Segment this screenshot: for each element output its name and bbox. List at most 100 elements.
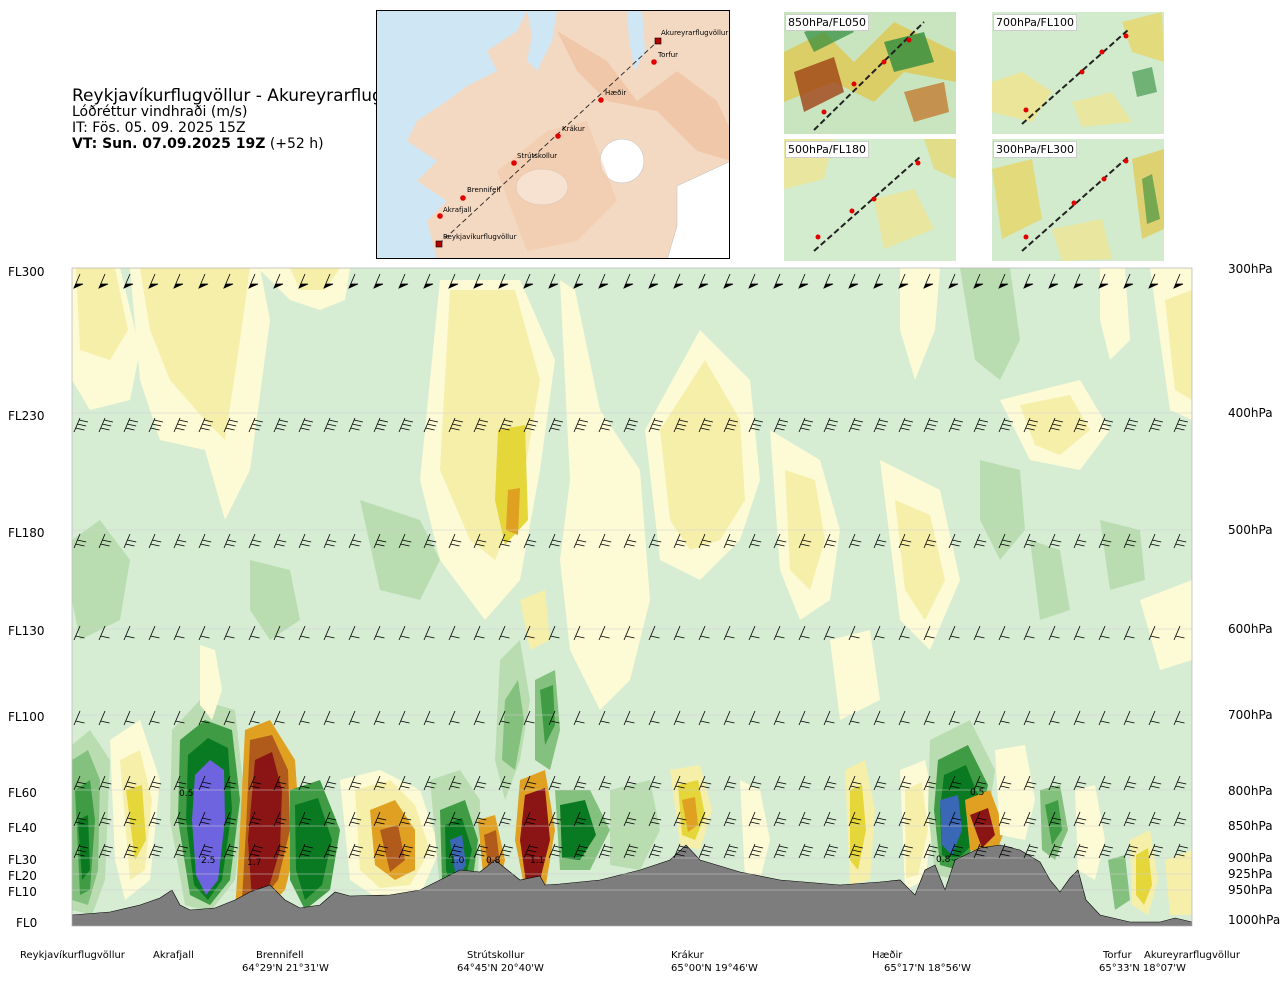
wind-barb — [73, 417, 88, 433]
wind-barb — [698, 625, 710, 641]
wind-barb — [1023, 710, 1035, 726]
waypoint-label: Krákur — [671, 950, 704, 961]
wind-barb — [998, 843, 1013, 859]
level-gridlines — [72, 412, 1192, 891]
wind-barb — [973, 811, 987, 827]
wind-barb — [773, 417, 788, 433]
wind-barb — [373, 417, 388, 433]
wind-barb — [323, 273, 334, 289]
wind-barb — [673, 533, 687, 549]
wind-barb — [98, 625, 110, 641]
wind-barb — [1048, 710, 1060, 726]
wind-barb — [348, 775, 362, 791]
wind-barb — [923, 625, 935, 641]
wind-barb — [823, 417, 838, 433]
wind-barb — [1148, 625, 1160, 641]
wind-barb — [98, 273, 109, 289]
fl-tick-label: FL230 — [8, 409, 45, 423]
wind-barb — [798, 811, 812, 827]
wind-barb — [523, 775, 537, 791]
fl-tick-label: FL10 — [8, 885, 37, 899]
wind-barb — [198, 843, 213, 859]
wind-barb — [673, 273, 684, 289]
wind-barb — [723, 625, 735, 641]
wind-barb — [548, 417, 563, 433]
map-place-label: Krákur — [562, 125, 585, 133]
wind-barb — [898, 811, 912, 827]
wind-barb — [623, 533, 637, 549]
wind-barb — [198, 273, 209, 289]
wind-barb — [173, 710, 185, 726]
wind-barb — [923, 710, 935, 726]
wind-barb — [1173, 811, 1187, 827]
wind-barb — [148, 417, 163, 433]
wind-barb — [748, 811, 762, 827]
wind-barb — [1048, 811, 1062, 827]
wind-barb — [673, 811, 687, 827]
wind-barb — [173, 811, 187, 827]
wind-barb — [848, 625, 860, 641]
contour-label: 0.8 — [936, 855, 951, 865]
wind-barb — [598, 775, 612, 791]
wind-barb — [348, 533, 362, 549]
wind-barb — [573, 417, 588, 433]
contour-label: 0.8 — [486, 856, 501, 866]
wind-barb — [1173, 710, 1185, 726]
wind-barb — [273, 775, 287, 791]
wind-barb — [98, 533, 112, 549]
wind-barb — [948, 811, 962, 827]
wind-barb — [173, 533, 187, 549]
wind-barb — [673, 625, 685, 641]
wind-barb — [948, 273, 959, 289]
wind-barb — [948, 843, 963, 859]
wind-barb — [1173, 273, 1184, 289]
level-map-300: 300hPa/FL300 — [992, 139, 1164, 261]
wind-barb — [798, 843, 813, 859]
wind-barb — [648, 710, 660, 726]
wind-barb — [498, 417, 513, 433]
wind-barb — [1148, 811, 1162, 827]
wind-barb — [1023, 811, 1037, 827]
wind-barb — [848, 417, 863, 433]
contour-label: 1.0 — [450, 856, 465, 866]
wind-barb — [473, 625, 485, 641]
title-block: Reykjavíkurflugvöllur - Akureyrarflugvöl… — [72, 88, 431, 153]
wind-barb — [848, 710, 860, 726]
waypoint-label: Akrafjall — [153, 950, 194, 961]
wind-barb — [398, 811, 412, 827]
wind-barb — [523, 710, 535, 726]
wind-barb — [773, 811, 787, 827]
wind-barb — [73, 775, 87, 791]
waypoint-label: Akureyrarflugvöllur — [1144, 950, 1241, 961]
wind-barb — [148, 811, 162, 827]
wind-barb — [948, 625, 960, 641]
map-place-label: Brennifell — [467, 186, 500, 194]
wind-barb — [898, 417, 913, 433]
wind-barb — [748, 417, 763, 433]
wind-barb — [423, 811, 437, 827]
plot-frame — [71, 267, 1193, 927]
level-map-label: 300hPa/FL300 — [993, 141, 1078, 158]
wind-barb — [1123, 273, 1134, 289]
wind-barb — [673, 417, 688, 433]
wind-barb — [648, 625, 660, 641]
wind-barb — [198, 417, 213, 433]
wind-barb — [548, 710, 560, 726]
wind-barb — [448, 533, 462, 549]
wind-barb — [973, 625, 985, 641]
wind-barb — [248, 811, 262, 827]
fl-tick-label: FL30 — [8, 853, 37, 867]
wind-barb — [248, 273, 259, 289]
map-place-label: Akrafjall — [443, 206, 472, 214]
wind-barb — [148, 273, 159, 289]
wind-barb — [73, 625, 85, 641]
waypoint-coord: 64°45'N 20°40'W — [457, 963, 544, 974]
wind-barb — [323, 811, 337, 827]
wind-barb — [1123, 843, 1138, 859]
wind-barb — [773, 843, 788, 859]
wind-barb — [273, 417, 288, 433]
wind-barb — [848, 533, 862, 549]
wind-barb — [998, 533, 1012, 549]
wind-barb — [98, 710, 110, 726]
wind-barb — [123, 775, 137, 791]
